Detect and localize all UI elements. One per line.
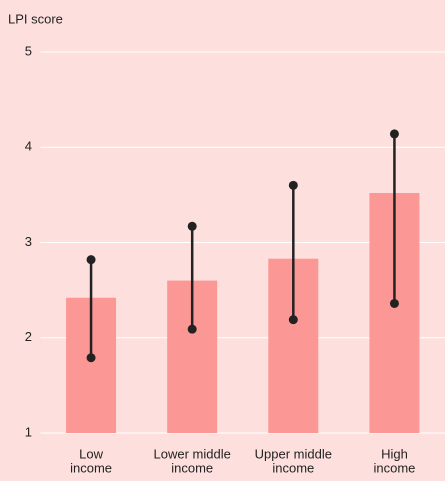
y-tick-label: 4 (25, 139, 32, 154)
x-tick-label: Low (79, 446, 103, 461)
range-max-dot (389, 129, 399, 139)
x-tick-label: Lower middle (154, 446, 231, 461)
x-tick-label: income (171, 460, 213, 475)
x-tick-label: income (373, 460, 415, 475)
y-axis-label: LPI score (8, 11, 63, 26)
x-tick-label: High (381, 446, 408, 461)
range-max-dot (86, 255, 96, 265)
range-min-dot (86, 353, 96, 363)
y-tick-label: 1 (25, 424, 32, 439)
y-tick-label: 2 (25, 329, 32, 344)
y-tick-label: 5 (25, 43, 32, 58)
x-tick-label: Upper middle (255, 446, 332, 461)
x-tick-label: income (272, 460, 314, 475)
range-min-dot (389, 298, 399, 308)
x-tick-label: income (70, 460, 112, 475)
range-min-dot (187, 324, 197, 334)
range-min-dot (288, 315, 298, 325)
range-max-dot (187, 221, 197, 231)
range-max-dot (288, 180, 298, 190)
y-tick-label: 3 (25, 234, 32, 249)
